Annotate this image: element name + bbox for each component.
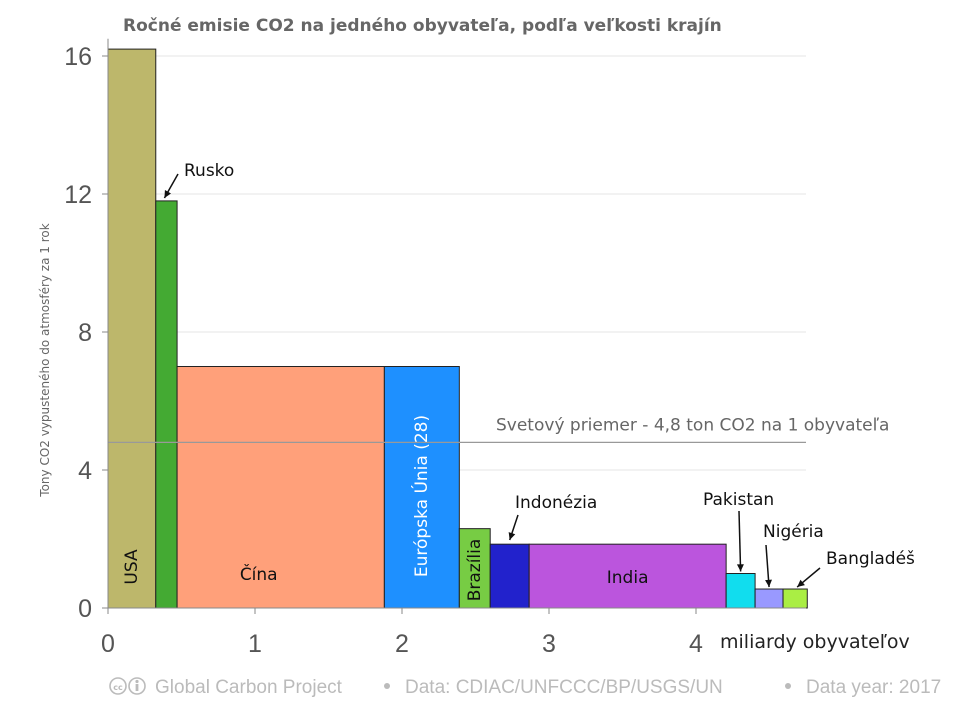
- average-label: Svetový priemer - 4,8 ton CO2 na 1 obyva…: [496, 415, 889, 435]
- bar-label: Brazília: [465, 539, 485, 602]
- x-tick-label: 3: [542, 630, 556, 658]
- chart-title: Ročné emisie CO2 na jedného obyvateľa, p…: [123, 16, 722, 36]
- bar-2: [176, 366, 385, 609]
- y-axis-label: Tony CO2 vypusteného do atmosféry za 1 r…: [38, 223, 52, 497]
- y-tick-label: 4: [78, 457, 92, 485]
- label-arrowhead: [765, 579, 773, 588]
- bar-9: [782, 588, 808, 609]
- label-arrowhead: [736, 564, 744, 572]
- label-arrowhead: [508, 532, 516, 540]
- bar-3: [383, 366, 460, 609]
- bar-7: [725, 573, 756, 609]
- x-tick-label: 1: [248, 630, 262, 658]
- bar-label: Rusko: [184, 161, 234, 181]
- footer-separator: [785, 683, 791, 689]
- world-average: Svetový priemer - 4,8 ton CO2 na 1 obyva…: [108, 415, 889, 444]
- footer-project: Global Carbon Project: [155, 677, 343, 698]
- x-tick-label: 0: [101, 630, 115, 658]
- x-axis-label: miliardy obyvateľov: [720, 631, 910, 653]
- bar-6: [528, 543, 727, 609]
- y-tick-label: 16: [64, 43, 92, 71]
- label-arrowhead: [164, 190, 172, 198]
- bar-8: [754, 588, 784, 609]
- bar-labels: USA Rusko Čína Európska Únia (28) Brazília In…: [122, 161, 915, 601]
- cc-license-icon: cc: [109, 677, 146, 695]
- footer-separator: [384, 683, 390, 689]
- bar-label: Nigéria: [763, 522, 824, 542]
- y-tick-label: 0: [78, 595, 92, 623]
- svg-text:cc: cc: [113, 683, 123, 692]
- x-tick-label: 4: [689, 630, 703, 658]
- bar-5: [489, 543, 530, 609]
- footer: cc Global Carbon Project Data: CDIAC/UNF…: [109, 677, 941, 698]
- y-tick-label: 12: [64, 181, 92, 209]
- bar-label: Bangladéš: [826, 549, 915, 569]
- bar-label: Čína: [240, 563, 278, 585]
- footer-year: Data year: 2017: [806, 677, 941, 698]
- bar-label: Európska Únia (28): [410, 415, 432, 577]
- footer-source: Data: CDIAC/UNFCCC/BP/USGS/UN: [405, 677, 723, 698]
- bar-label: Indonézia: [515, 493, 597, 513]
- bar-label: USA: [122, 549, 142, 585]
- y-tick-label: 8: [78, 319, 92, 347]
- bar-0: [107, 48, 157, 609]
- label-arrow: [738, 510, 742, 572]
- bars: [107, 48, 808, 609]
- bar-label: Pakistan: [703, 490, 774, 510]
- bar-1: [155, 200, 178, 609]
- bar-label: India: [607, 568, 649, 588]
- label-arrowhead: [797, 579, 805, 588]
- x-tick-label: 2: [395, 630, 409, 658]
